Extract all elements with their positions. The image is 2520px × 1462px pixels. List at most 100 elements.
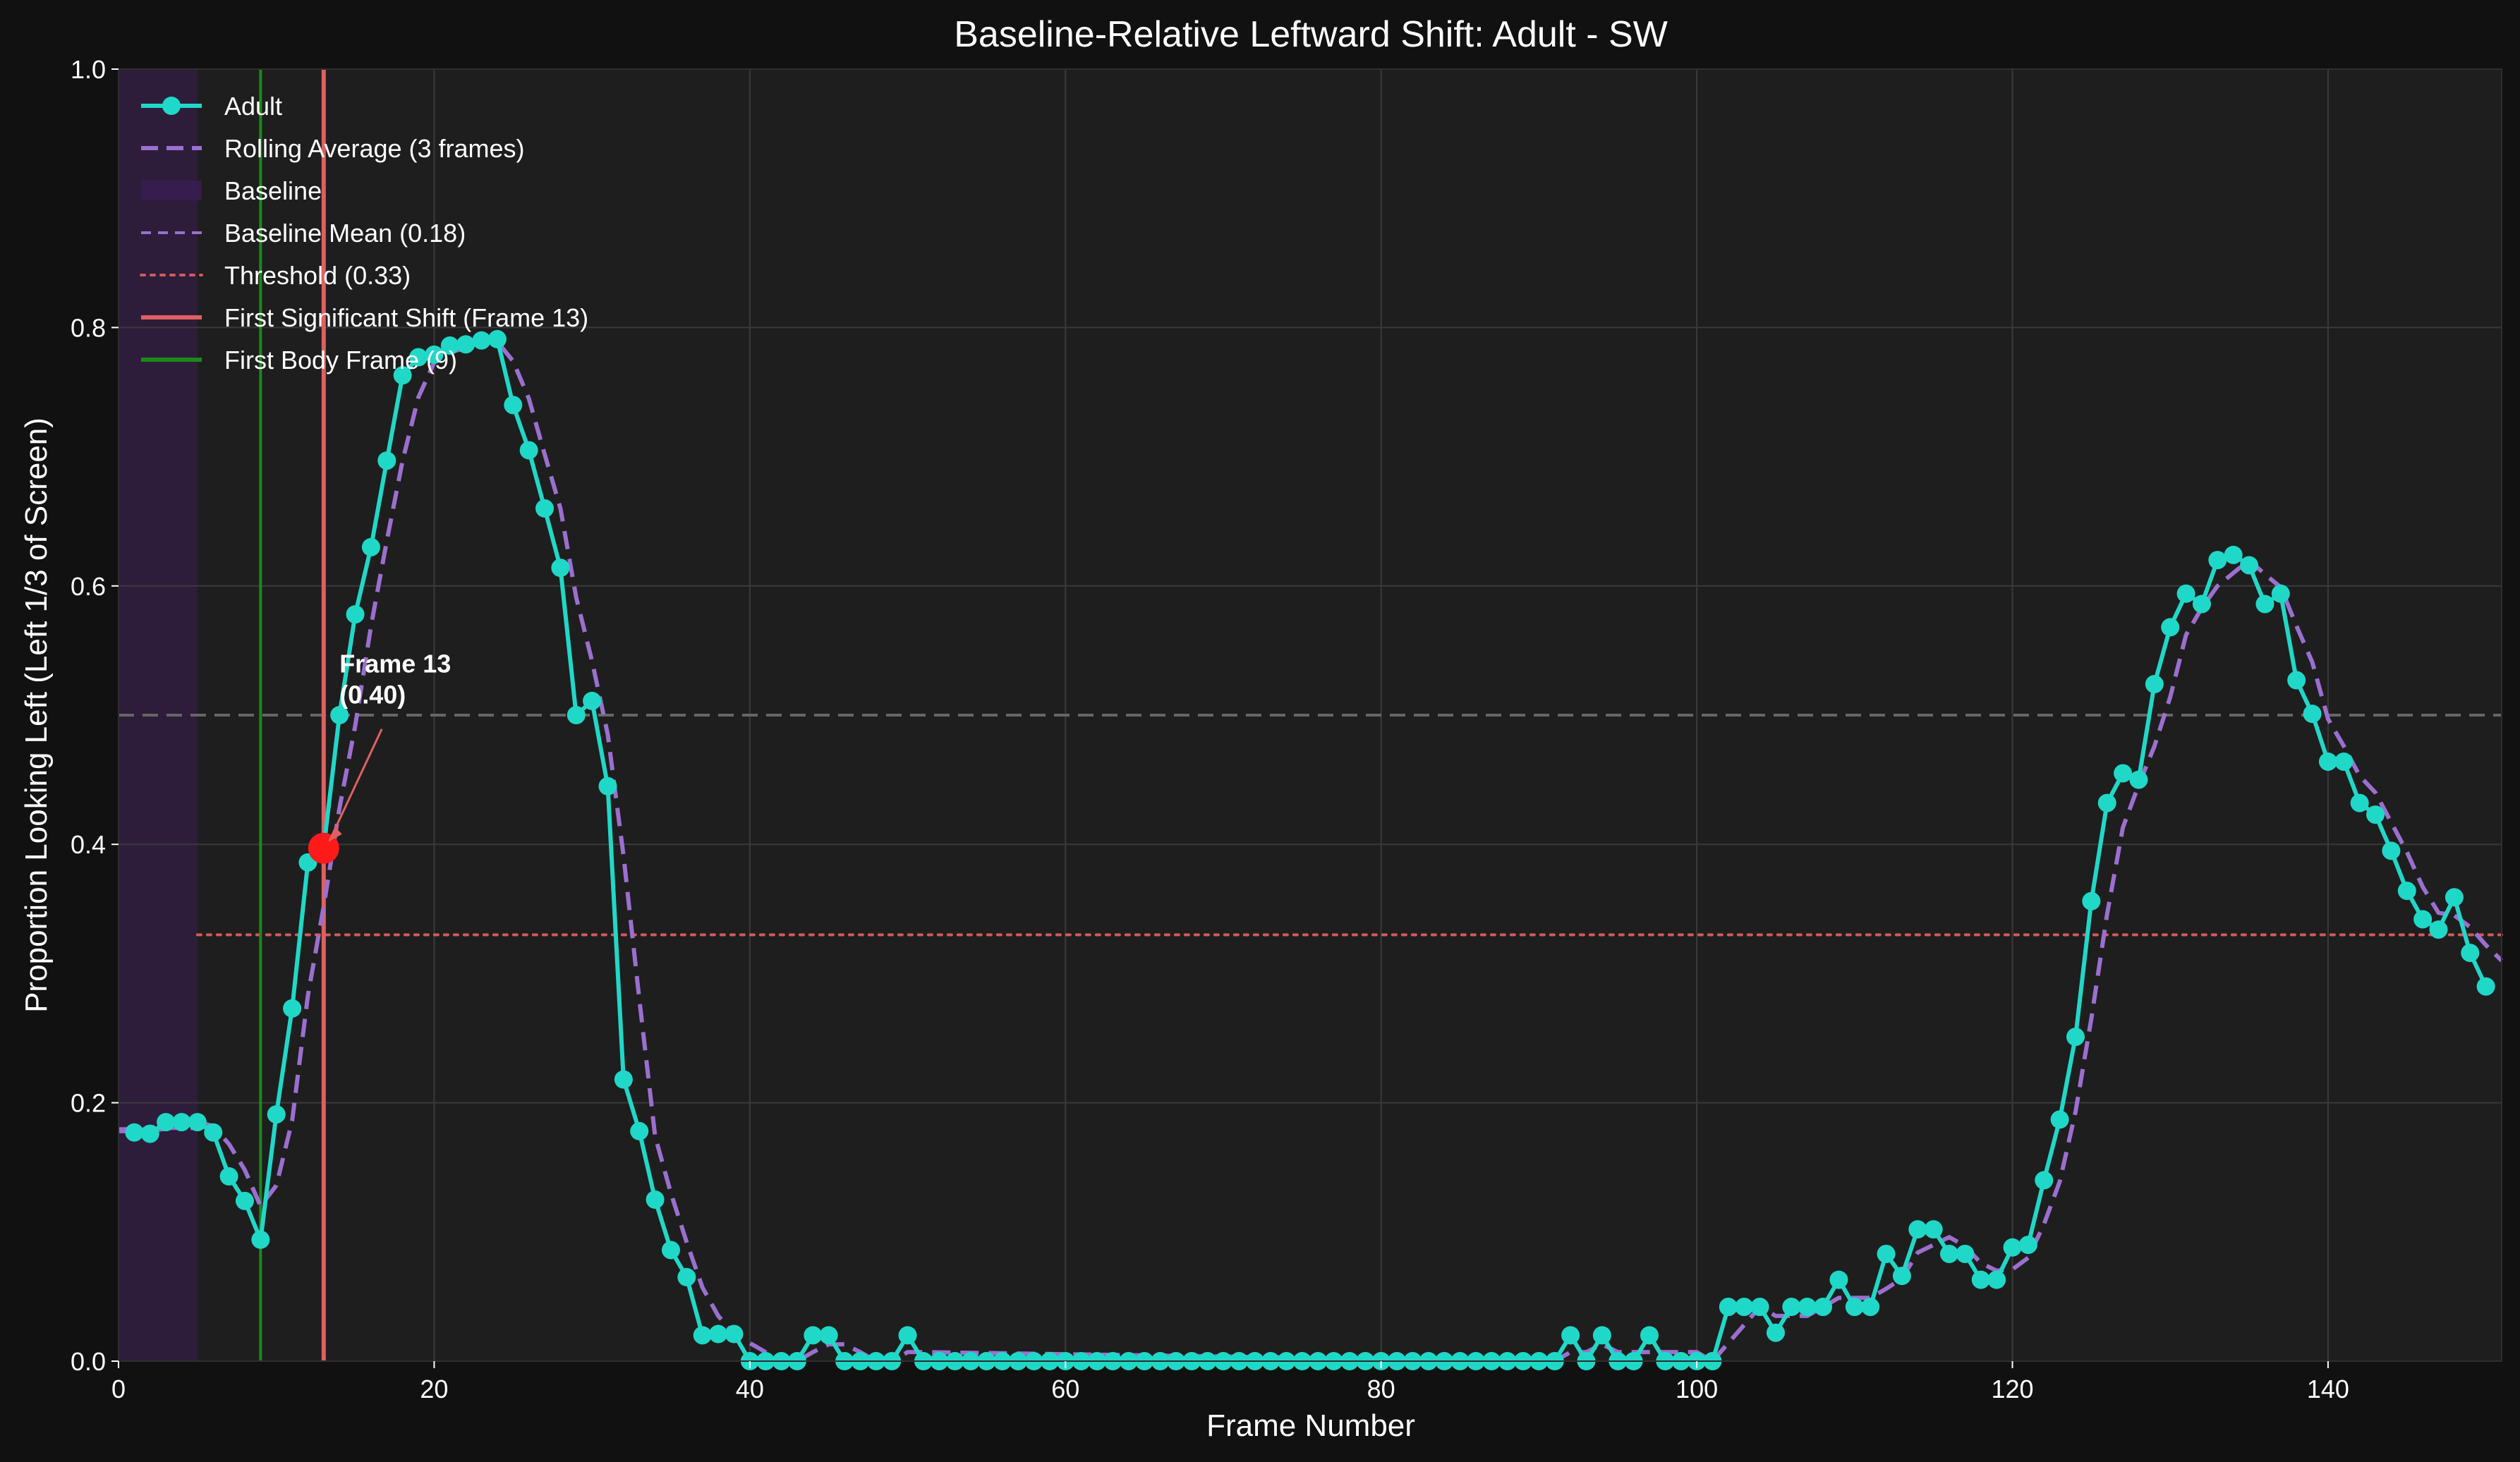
data-point xyxy=(1845,1298,1864,1317)
data-point xyxy=(598,776,617,796)
data-point xyxy=(330,706,349,724)
data-point xyxy=(2082,891,2101,910)
data-point xyxy=(2050,1110,2069,1129)
legend-swatch-baseline xyxy=(141,181,202,200)
x-tick-label: 20 xyxy=(420,1375,448,1403)
data-point xyxy=(251,1230,270,1249)
y-tick-label: 0.4 xyxy=(71,830,106,859)
data-point xyxy=(219,1167,238,1186)
legend-label: Baseline Mean (0.18) xyxy=(224,219,466,248)
data-point xyxy=(2287,671,2306,690)
data-point xyxy=(535,499,555,518)
legend-marker xyxy=(162,97,181,115)
data-point xyxy=(2066,1028,2085,1047)
data-point xyxy=(661,1241,680,1260)
annotation-arrowhead xyxy=(329,827,342,841)
data-point xyxy=(1829,1270,1848,1289)
data-point xyxy=(283,999,302,1018)
data-point xyxy=(2114,764,2133,783)
data-point xyxy=(188,1113,207,1132)
data-point xyxy=(2255,595,2274,614)
data-point xyxy=(567,706,586,724)
legend-label: Threshold (0.33) xyxy=(224,261,411,290)
data-point xyxy=(1798,1298,1817,1317)
annotation-line2: (0.40) xyxy=(339,681,406,709)
data-point xyxy=(2303,705,2322,724)
x-tick-label: 100 xyxy=(1676,1375,1718,1403)
data-point xyxy=(1719,1298,1738,1317)
y-axis-label: Proportion Looking Left (Left 1/3 of Scr… xyxy=(19,418,54,1013)
data-point xyxy=(646,1190,665,1209)
data-point xyxy=(440,336,459,355)
data-point xyxy=(898,1326,917,1345)
data-point xyxy=(1877,1244,1896,1263)
data-point xyxy=(1750,1298,1769,1317)
y-tick-label: 1.0 xyxy=(71,55,106,84)
data-point xyxy=(2208,551,2227,570)
chart-title: Baseline-Relative Leftward Shift: Adult … xyxy=(954,14,1668,55)
data-point xyxy=(2461,944,2480,963)
data-point xyxy=(1956,1244,1975,1263)
y-tick-label: 0.2 xyxy=(71,1089,106,1118)
data-point xyxy=(1908,1220,1927,1239)
data-point xyxy=(2366,805,2385,824)
data-point xyxy=(361,537,380,556)
x-tick-label: 80 xyxy=(1367,1375,1395,1403)
data-point xyxy=(2192,595,2211,614)
data-point xyxy=(2161,618,2180,637)
data-point xyxy=(583,691,602,710)
data-point xyxy=(804,1326,823,1345)
data-point xyxy=(2429,920,2448,939)
data-point xyxy=(377,451,396,470)
data-point xyxy=(2334,752,2354,771)
data-point xyxy=(1924,1220,1943,1239)
annotation-line1: Frame 13 xyxy=(339,650,451,678)
data-point xyxy=(2397,882,2416,901)
data-point xyxy=(551,559,570,578)
x-axis-label: Frame Number xyxy=(1206,1408,1415,1443)
data-point xyxy=(409,348,428,367)
data-point xyxy=(2413,910,2433,929)
data-point xyxy=(1987,1270,2006,1289)
data-point xyxy=(1971,1270,1990,1289)
annotation-arrow xyxy=(328,729,383,842)
x-tick-label: 0 xyxy=(111,1375,126,1403)
highlight-point xyxy=(308,832,339,864)
data-point xyxy=(2445,888,2464,907)
data-point xyxy=(456,335,475,354)
data-point xyxy=(709,1324,728,1344)
data-point xyxy=(425,345,444,364)
data-point xyxy=(519,441,538,460)
data-point xyxy=(1592,1326,1611,1345)
data-point xyxy=(2035,1171,2054,1190)
data-point xyxy=(140,1124,159,1143)
data-point xyxy=(2129,770,2148,789)
data-point xyxy=(1561,1326,1580,1345)
data-point xyxy=(819,1326,838,1345)
data-point xyxy=(2003,1238,2022,1257)
axes-frame xyxy=(118,68,2502,1362)
data-point xyxy=(2176,584,2195,603)
legend-label: Adult xyxy=(224,92,282,121)
data-point xyxy=(2145,675,2164,694)
data-point xyxy=(2382,841,2401,860)
data-point xyxy=(2097,793,2116,812)
data-point xyxy=(2476,977,2495,996)
data-point xyxy=(157,1113,176,1132)
data-point xyxy=(614,1070,633,1089)
data-point xyxy=(1640,1326,1659,1345)
data-point xyxy=(1814,1298,1833,1317)
data-point xyxy=(630,1121,649,1140)
data-point xyxy=(2240,556,2259,575)
y-tick-label: 0.6 xyxy=(71,572,106,601)
data-point xyxy=(1782,1298,1801,1317)
data-point xyxy=(393,366,412,385)
data-point xyxy=(1766,1323,1785,1342)
legend-label: First Significant Shift (Frame 13) xyxy=(224,303,588,332)
data-point xyxy=(472,331,491,350)
data-point xyxy=(125,1123,144,1142)
data-point xyxy=(1892,1267,1911,1286)
data-point xyxy=(693,1326,712,1345)
data-point xyxy=(1735,1298,1754,1317)
